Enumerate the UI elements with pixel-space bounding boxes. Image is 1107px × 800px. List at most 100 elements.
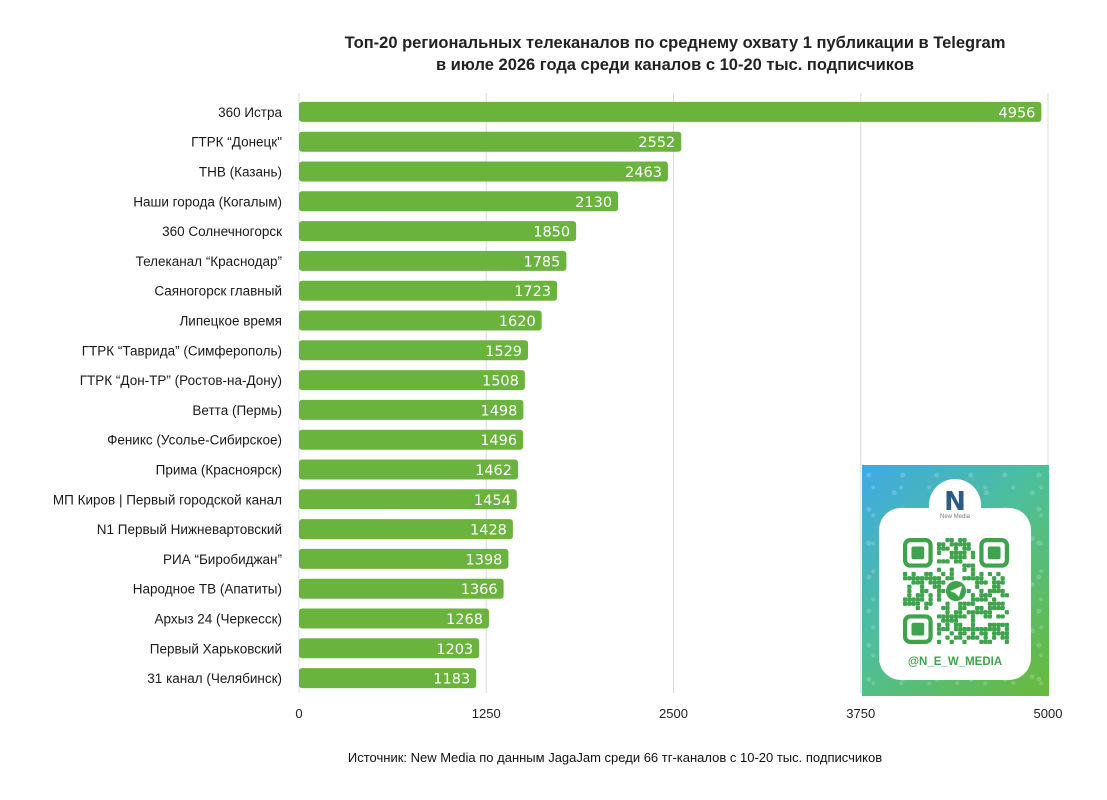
bar [299, 250, 567, 271]
category-label: 31 канал (Челябинск) [147, 671, 282, 686]
bar [299, 429, 524, 450]
x-tick-label: 1250 [472, 706, 501, 721]
bar [299, 489, 517, 510]
qr-module [970, 622, 976, 628]
qr-module [924, 588, 929, 594]
data-label: 1785 [523, 254, 560, 270]
qr-module [966, 610, 971, 615]
qr-module [979, 588, 984, 594]
qr-module [928, 597, 933, 602]
category-label: МП Киров | Первый городской канал [53, 492, 282, 507]
qr-module [975, 605, 980, 611]
bar [299, 668, 477, 689]
x-tick-label: 2500 [659, 706, 688, 721]
qr-module [1004, 627, 1009, 632]
qr-module [903, 576, 908, 581]
category-label: ГТРК “Таврида” (Симферополь) [82, 343, 282, 358]
qr-module [958, 605, 963, 611]
data-label: 1462 [475, 463, 512, 479]
qr-module [987, 571, 993, 577]
qr-promo-card[interactable]: N New Media @N_E_W_MEDIA [862, 465, 1049, 696]
bar [299, 638, 480, 659]
qr-module [903, 597, 908, 602]
category-label: ТНВ (Казань) [199, 165, 282, 180]
qr-module [936, 588, 942, 594]
qr-module [1000, 593, 1005, 598]
qr-module [945, 605, 950, 611]
qr-module [915, 597, 920, 602]
data-label: 4956 [999, 105, 1036, 121]
qr-module [970, 601, 976, 606]
qr-module [979, 576, 984, 581]
qr-module [979, 627, 984, 632]
qr-module [987, 593, 993, 598]
data-label: 1398 [466, 552, 503, 568]
qr-module [996, 627, 1001, 632]
qr-module [962, 546, 967, 551]
qr-module [962, 550, 967, 555]
qr-module [911, 571, 916, 577]
qr-module [975, 580, 980, 585]
qr-module [970, 554, 976, 560]
qr-module [992, 576, 997, 581]
qr-module [970, 614, 976, 619]
qr-module [992, 597, 997, 602]
qr-module [970, 631, 976, 636]
category-label: Прима (Красноярск) [156, 463, 282, 478]
qr-module [966, 542, 971, 547]
data-label: 2552 [638, 135, 675, 151]
qr-module [992, 627, 997, 632]
qr-module [949, 614, 954, 619]
chart-title: Топ-20 региональных телеканалов по средн… [290, 32, 1060, 76]
qr-module [941, 546, 946, 551]
qr-module [936, 580, 942, 585]
category-label: ГТРК “Донецк" [191, 135, 282, 150]
qr-module [941, 542, 946, 547]
bar [299, 519, 513, 540]
category-label: Ветта (Пермь) [192, 403, 282, 418]
qr-module [903, 571, 908, 577]
data-label: 1723 [514, 284, 551, 300]
qr-module [1004, 631, 1009, 636]
qr-module [992, 601, 997, 606]
qr-module [945, 635, 950, 640]
qr-module [919, 597, 925, 602]
qr-module [949, 554, 954, 560]
qr-module [953, 627, 959, 632]
qr-code[interactable] [903, 538, 1009, 644]
qr-module [962, 605, 967, 611]
qr-module [1004, 639, 1009, 644]
qr-module [928, 601, 933, 606]
n-logo-icon: N [944, 486, 966, 517]
qr-module [941, 559, 946, 564]
qr-module [936, 597, 942, 602]
bar [299, 608, 489, 629]
qr-module [970, 563, 976, 568]
qr-module [953, 559, 959, 564]
bar [299, 459, 519, 480]
qr-module [949, 639, 954, 644]
qr-module [992, 631, 997, 636]
qr-module [936, 639, 942, 644]
x-tick-label: 0 [295, 706, 302, 721]
telegram-handle[interactable]: @N_E_W_MEDIA [907, 656, 1003, 668]
bar [299, 161, 668, 182]
qr-module [936, 576, 942, 581]
bar [299, 101, 1042, 122]
bar [299, 191, 619, 212]
qr-module [966, 601, 971, 606]
qr-module [932, 584, 937, 589]
qr-module [983, 580, 988, 585]
qr-module [970, 635, 976, 640]
data-label: 1454 [474, 493, 511, 509]
qr-module [949, 631, 954, 636]
qr-module [958, 622, 963, 628]
qr-finder-pattern [903, 538, 933, 568]
qr-module [953, 550, 959, 555]
qr-module [936, 627, 942, 632]
qr-module [983, 639, 988, 644]
category-label: N1 Первый Нижневартовский [97, 522, 282, 537]
bar [299, 340, 529, 361]
data-label: 1183 [433, 672, 470, 688]
